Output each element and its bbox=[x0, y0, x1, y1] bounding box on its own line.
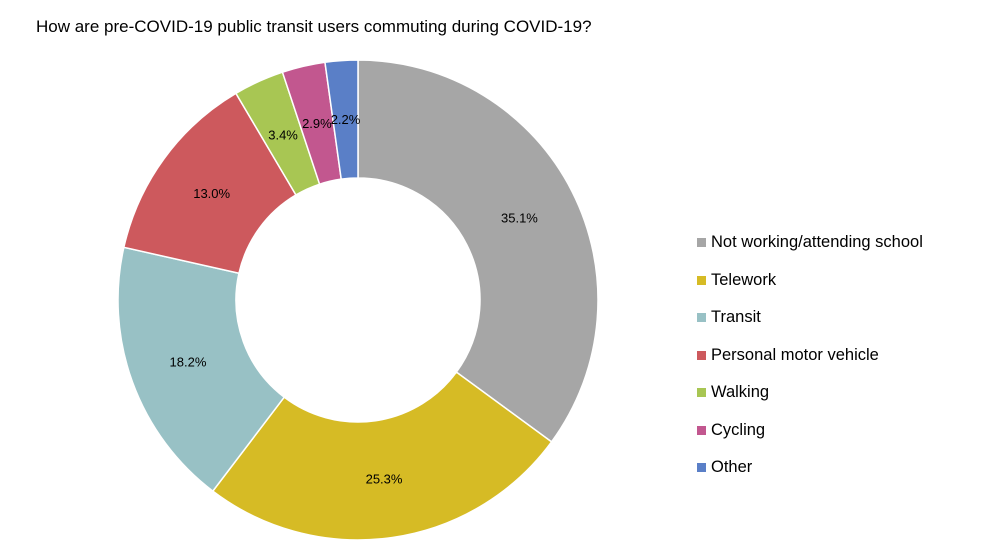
donut-slice-not-working-attending-school bbox=[357, 59, 599, 443]
legend-swatch bbox=[697, 350, 706, 360]
legend-swatch bbox=[697, 313, 706, 323]
slice-label-walking: 3.4% bbox=[268, 128, 298, 143]
legend-item-transit: Transit bbox=[697, 299, 923, 337]
legend-swatch bbox=[697, 238, 706, 248]
legend-swatch bbox=[697, 463, 706, 473]
legend-label: Walking bbox=[711, 383, 770, 402]
legend-item-telework: Telework bbox=[697, 262, 923, 300]
legend-label: Cycling bbox=[711, 420, 766, 439]
donut-chart: 35.1% 25.3% 18.2% 13.0% 3.4% 2.9%2.2% bbox=[117, 59, 599, 541]
donut-slice-labels: 35.1% 25.3% 18.2% 13.0% 3.4% 2.9%2.2% bbox=[170, 112, 539, 487]
donut-slice-transit bbox=[117, 246, 286, 493]
legend-item-walking: Walking bbox=[697, 374, 923, 412]
legend-item-other: Other bbox=[697, 449, 923, 487]
slice-label-other: 2.2% bbox=[331, 112, 361, 127]
legend-item-cycling: Cycling bbox=[697, 412, 923, 450]
donut-slice-telework bbox=[211, 371, 553, 541]
legend-item-personal-motor-vehicle: Personal motor vehicle bbox=[697, 337, 923, 375]
donut-slice-personal-motor-vehicle bbox=[122, 92, 297, 275]
slice-label-transit: 18.2% bbox=[170, 355, 207, 370]
legend-swatch bbox=[697, 425, 706, 435]
chart-title: How are pre-COVID-19 public transit user… bbox=[36, 17, 592, 36]
legend-label: Not working/attending school bbox=[711, 233, 923, 252]
legend-label: Telework bbox=[711, 270, 777, 289]
donut-slice-other bbox=[324, 59, 359, 181]
legend-label: Other bbox=[711, 458, 753, 477]
legend-swatch bbox=[697, 388, 706, 398]
slice-label-not-working-attending-school: 35.1% bbox=[501, 211, 538, 226]
legend-item-not-working-attending-school: Not working/attending school bbox=[697, 224, 923, 262]
slice-label-cycling: 2.9% bbox=[302, 116, 332, 131]
legend-label: Transit bbox=[711, 308, 761, 327]
slice-label-telework: 25.3% bbox=[366, 472, 403, 487]
legend-swatch bbox=[697, 275, 706, 285]
legend-label: Personal motor vehicle bbox=[711, 345, 879, 364]
donut-slices bbox=[117, 59, 599, 541]
slice-label-personal-motor-vehicle: 13.0% bbox=[193, 186, 230, 201]
chart-legend: Not working/attending school Telework Tran… bbox=[697, 224, 923, 487]
